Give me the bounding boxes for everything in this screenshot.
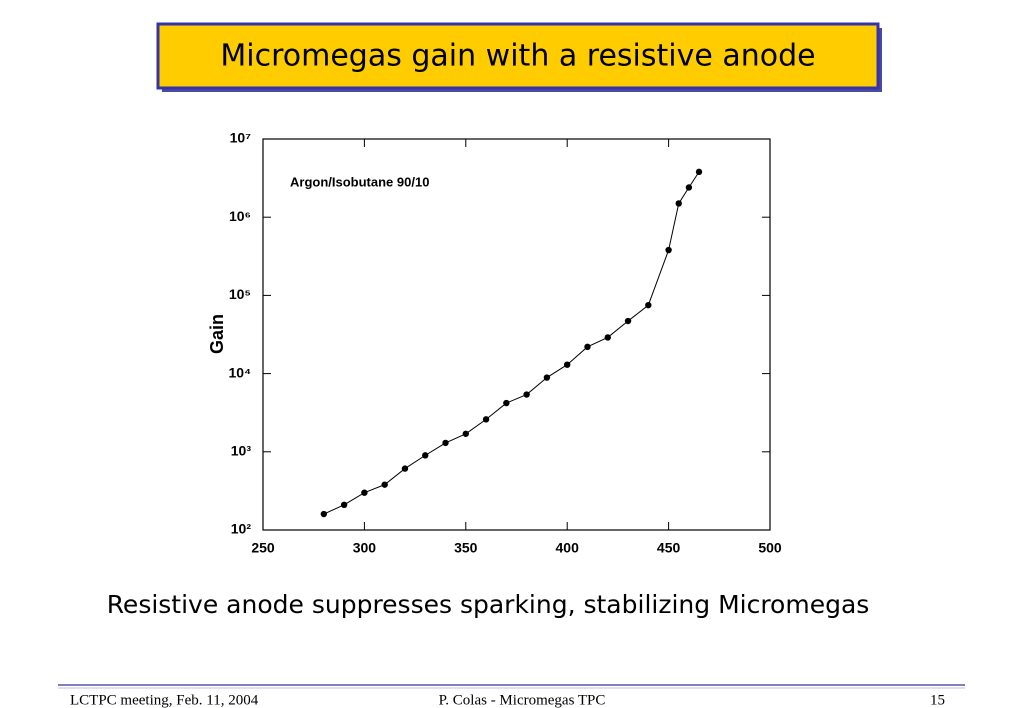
data-point xyxy=(523,391,530,398)
y-tick-label: 10⁶ xyxy=(229,208,251,224)
data-point xyxy=(340,501,348,509)
data-point xyxy=(361,489,368,496)
chart: 10² 10³ 10⁴ 10⁵ 10⁶ 10⁷ 250 300 350 400 450 500 Argo… xyxy=(207,130,782,556)
data-point xyxy=(543,374,551,381)
data-point xyxy=(422,452,429,459)
data-point xyxy=(604,334,611,341)
data-point xyxy=(503,399,510,407)
y-tick-label: 10⁴ xyxy=(229,364,252,380)
x-tick-label: 400 xyxy=(556,540,580,556)
data-point xyxy=(685,184,693,191)
y-tick-label: 10⁵ xyxy=(229,286,251,302)
title-box xyxy=(156,22,880,90)
data-point xyxy=(442,439,449,447)
series-line xyxy=(323,171,700,515)
data-point xyxy=(482,416,490,423)
caption: Resistive anode suppresses sparking, sta… xyxy=(107,590,870,619)
data-point xyxy=(665,246,672,254)
y-axis-label: Gain xyxy=(207,314,227,354)
x-tick-label: 450 xyxy=(657,540,681,556)
footer-left: LCTPC meeting, Feb. 11, 2004 xyxy=(70,692,259,708)
data-point xyxy=(624,317,632,325)
x-tick-label: 250 xyxy=(251,540,275,556)
data-point xyxy=(584,343,591,351)
data-point xyxy=(695,168,703,176)
x-tick-label: 350 xyxy=(454,540,478,556)
x-tick-label: 500 xyxy=(758,540,782,556)
data-point xyxy=(320,510,328,518)
page-number: 15 xyxy=(930,692,945,708)
x-tick-label: 300 xyxy=(353,540,377,556)
y-tick-label: 10³ xyxy=(231,443,252,459)
annotation: Argon/Isobutane 90/10 xyxy=(290,174,429,189)
data-point xyxy=(401,465,409,472)
data-point xyxy=(381,481,388,488)
data-point xyxy=(645,301,652,309)
data-point xyxy=(564,361,571,368)
y-tick-label: 10² xyxy=(231,521,252,537)
data-point xyxy=(462,430,469,437)
plot-frame xyxy=(262,138,771,531)
slide-title: Micromegas gain with a resistive anode xyxy=(220,39,815,74)
data-point xyxy=(675,200,682,207)
footer-center: P. Colas - Micromegas TPC xyxy=(439,692,606,708)
y-tick-label: 10⁷ xyxy=(230,130,252,146)
